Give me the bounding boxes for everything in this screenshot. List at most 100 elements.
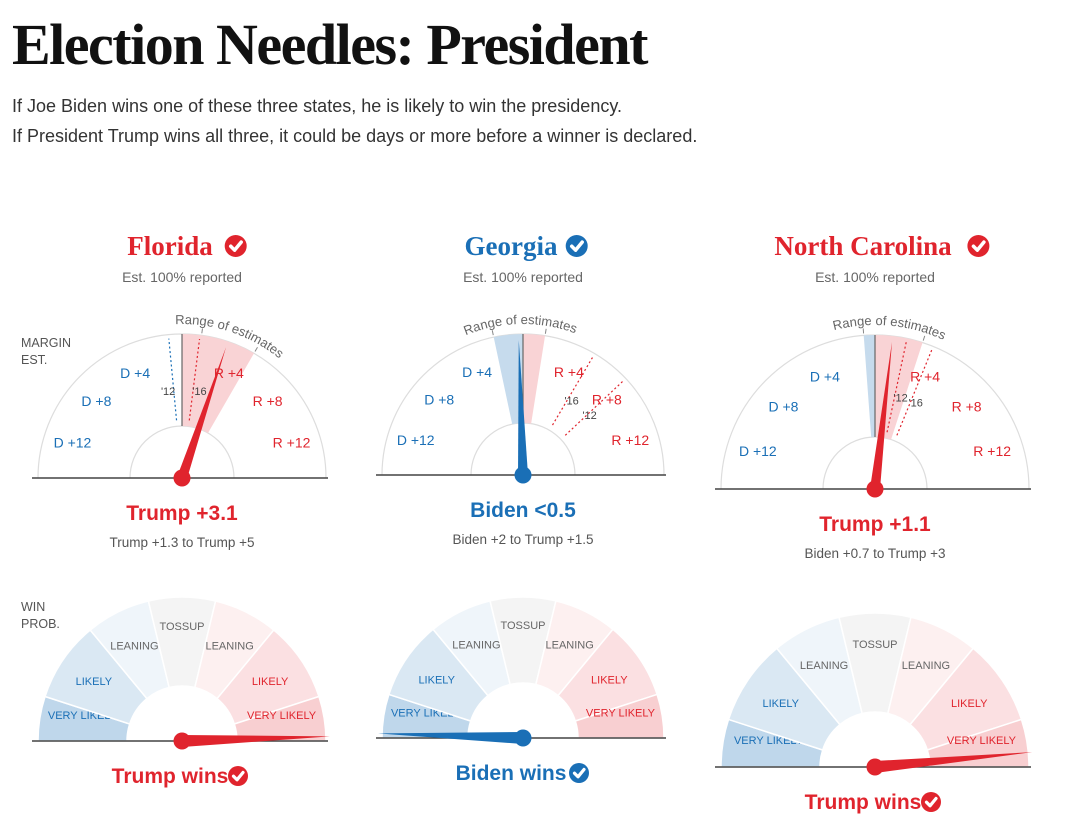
history-line [188, 339, 201, 421]
margin-tick-label: D +4 [120, 365, 150, 381]
margin-tick-label: D +12 [54, 434, 92, 450]
win-prob-band-label: LIKELY [418, 674, 455, 686]
win-prob-band-label: VERY LIKELY [247, 710, 317, 722]
range-tick [201, 328, 203, 334]
state-title: Georgia [465, 231, 558, 261]
win-prob-band-label: VERY LIKELY [586, 708, 656, 720]
margin-tick-label: R +4 [554, 364, 584, 380]
win-prob-band-label: VERY LIKELY [947, 735, 1017, 747]
reported-label: Est. 100% reported [463, 269, 583, 285]
win-needle-hub [173, 732, 191, 750]
margin-needle-hub [514, 466, 532, 484]
check-icon [565, 235, 588, 257]
win-prob-band-label: LEANING [110, 641, 158, 653]
margin-tick-label: R +12 [973, 443, 1011, 459]
win-prob-band-label: TOSSUP [500, 620, 545, 632]
range-rep-shade [875, 335, 923, 440]
win-prob-band-label: LIKELY [76, 676, 113, 688]
history-label: '16 [909, 397, 923, 409]
margin-tick-label: D +12 [739, 443, 777, 459]
range-tick [544, 328, 547, 334]
margin-tick-label: D +12 [397, 432, 435, 448]
check-icon [967, 235, 990, 257]
margin-tick-label: R +8 [952, 399, 982, 415]
range-rep-shade [523, 334, 546, 424]
win-prob-band-label: LIKELY [591, 674, 628, 686]
check-icon [569, 763, 589, 783]
margin-tick-label: R +12 [611, 432, 649, 448]
margin-needle [870, 341, 893, 490]
margin-tick-label: R +8 [253, 393, 283, 409]
margin-needle [177, 347, 227, 480]
margin-tick-label: D +8 [424, 392, 454, 408]
result-label: Biden <0.5 [470, 499, 576, 522]
margin-axis-caption: EST. [21, 353, 47, 367]
win-prob-axis-caption: PROB. [21, 617, 60, 631]
subtitle-line-2: If President Trump wins all three, it co… [12, 126, 698, 146]
check-icon [921, 792, 941, 812]
win-prob-band-label: TOSSUP [159, 621, 204, 633]
win-prob-band-label: LEANING [800, 660, 848, 672]
win-needle-hub [866, 758, 884, 776]
history-label: '16 [564, 396, 578, 408]
margin-axis-caption: MARGIN [21, 336, 71, 350]
range-tick [254, 346, 258, 352]
range-rep-shade [182, 334, 254, 433]
win-needle [378, 732, 524, 744]
history-label: '12 [893, 393, 907, 405]
subtitle-line-1: If Joe Biden wins one of these three sta… [12, 96, 622, 116]
reported-label: Est. 100% reported [122, 269, 242, 285]
range-text: Biden +2 to Trump +1.5 [452, 532, 593, 547]
state-title: Florida [127, 231, 213, 261]
win-prob-band-label: TOSSUP [852, 639, 897, 651]
history-line [886, 342, 907, 433]
history-label: '12 [161, 386, 175, 398]
check-icon [228, 766, 248, 786]
margin-tick-label: D +4 [462, 364, 492, 380]
margin-tick-label: R +4 [214, 365, 244, 381]
range-text: Biden +0.7 to Trump +3 [804, 546, 945, 561]
range-text: Trump +1.3 to Trump +5 [109, 535, 254, 550]
range-tick [922, 335, 926, 341]
win-prob-band-label: LEANING [452, 640, 500, 652]
winner-label: Biden wins [456, 762, 567, 785]
history-label: '12 [582, 410, 596, 422]
win-prob-band-label: LEANING [902, 660, 950, 672]
win-prob-band-label: LEANING [545, 640, 593, 652]
page-title: Election Needles: President [12, 12, 648, 77]
margin-tick-label: D +4 [810, 368, 840, 384]
history-line [896, 349, 933, 436]
win-prob-axis-caption: WIN [21, 600, 45, 614]
range-dem-shade [493, 334, 523, 425]
result-label: Trump +3.1 [126, 502, 238, 525]
win-needle-hub [514, 729, 532, 747]
range-tick [491, 330, 494, 336]
history-label: '16 [192, 386, 206, 398]
margin-tick-label: D +8 [81, 393, 111, 409]
win-needle [874, 752, 1033, 773]
margin-tick-label: D +8 [768, 399, 798, 415]
margin-needle-hub [866, 480, 884, 498]
margin-tick-label: R +12 [273, 434, 311, 450]
win-needle [181, 735, 330, 747]
margin-tick-label: R +4 [910, 368, 940, 384]
margin-needle [518, 340, 528, 476]
result-label: Trump +1.1 [819, 513, 931, 536]
margin-needle-hub [173, 469, 191, 487]
history-line [168, 338, 178, 421]
win-prob-band-label: LIKELY [762, 698, 799, 710]
check-icon [224, 235, 247, 257]
win-prob-band-label: LEANING [205, 641, 253, 653]
reported-label: Est. 100% reported [815, 269, 935, 285]
state-title: North Carolina [774, 231, 952, 261]
winner-label: Trump wins [805, 791, 922, 814]
win-prob-band-label: LIKELY [252, 676, 289, 688]
winner-label: Trump wins [112, 765, 229, 788]
win-prob-band-label: LIKELY [951, 698, 988, 710]
margin-tick-label: R +8 [592, 392, 622, 408]
range-dem-shade [863, 335, 875, 438]
